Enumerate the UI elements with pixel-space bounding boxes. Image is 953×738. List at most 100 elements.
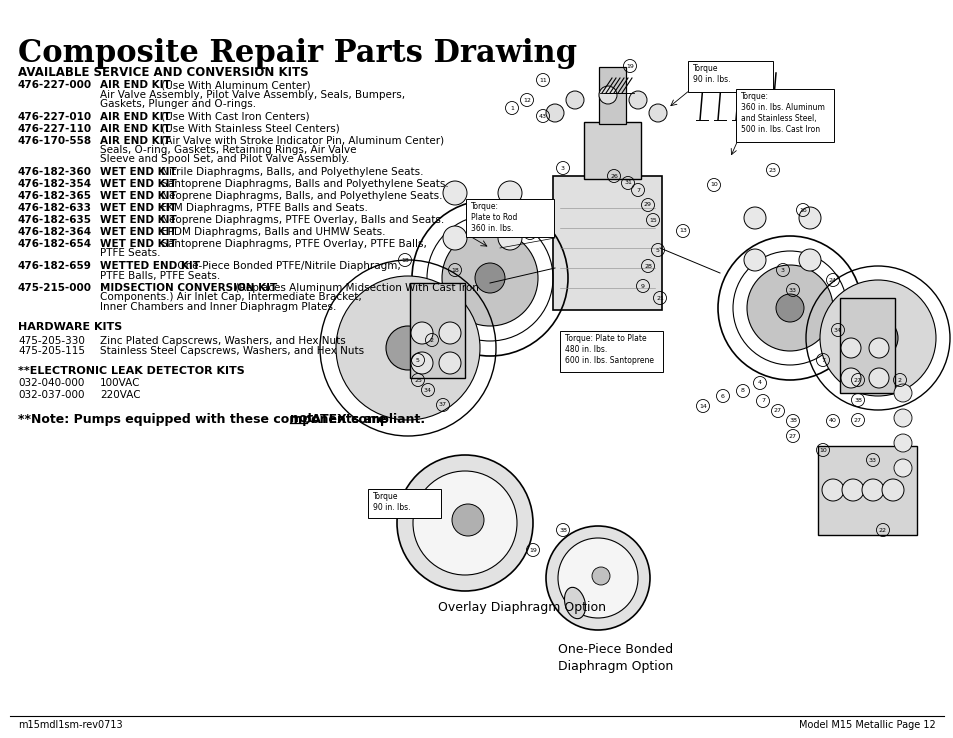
Text: 100VAC: 100VAC — [100, 379, 140, 388]
Text: 476-170-558: 476-170-558 — [18, 136, 92, 145]
Text: 34: 34 — [833, 328, 841, 333]
Text: 3: 3 — [781, 267, 784, 272]
Text: Torque
90 in. lbs.: Torque 90 in. lbs. — [692, 64, 730, 84]
FancyBboxPatch shape — [560, 331, 662, 371]
Circle shape — [396, 455, 533, 591]
Text: Neoprene Diaphragms, PTFE Overlay, Balls and Seats.: Neoprene Diaphragms, PTFE Overlay, Balls… — [158, 215, 444, 225]
Text: 476-182-360: 476-182-360 — [18, 167, 91, 177]
Text: WETTED END KIT: WETTED END KIT — [100, 261, 200, 271]
Text: m15mdl1sm-rev0713: m15mdl1sm-rev0713 — [18, 720, 123, 730]
Text: 032-037-000: 032-037-000 — [18, 390, 85, 399]
Text: 19: 19 — [529, 548, 537, 553]
Text: 15: 15 — [648, 218, 657, 222]
Text: not: not — [290, 413, 313, 426]
Text: **Note: Pumps equipped with these components are: **Note: Pumps equipped with these compon… — [18, 413, 391, 426]
Text: 9: 9 — [640, 283, 644, 289]
Bar — [410, 283, 464, 378]
Text: Torque: Plate to Plate
480 in. lbs.
600 in. lbs. Santoprene: Torque: Plate to Plate 480 in. lbs. 600 … — [564, 334, 654, 365]
Circle shape — [545, 526, 649, 630]
Circle shape — [746, 265, 832, 351]
Text: 27: 27 — [788, 433, 796, 438]
Text: WET END KIT: WET END KIT — [100, 227, 176, 237]
Text: 476-182-365: 476-182-365 — [18, 191, 91, 201]
Circle shape — [335, 276, 479, 420]
Ellipse shape — [564, 587, 585, 618]
Circle shape — [411, 322, 433, 344]
FancyBboxPatch shape — [598, 67, 625, 124]
Text: Stainless Steel Capscrews, Washers, and Hex Nuts: Stainless Steel Capscrews, Washers, and … — [100, 347, 364, 356]
Text: 27: 27 — [853, 418, 862, 422]
Circle shape — [799, 207, 821, 229]
Text: 475-215-000: 475-215-000 — [18, 283, 91, 293]
Text: 476-182-654: 476-182-654 — [18, 239, 92, 249]
Text: WET END KIT: WET END KIT — [100, 239, 176, 249]
Text: AIR END KIT: AIR END KIT — [100, 136, 171, 145]
Text: 476-182-633: 476-182-633 — [18, 203, 91, 213]
Text: 38: 38 — [853, 398, 861, 402]
Circle shape — [592, 567, 609, 585]
Text: 16: 16 — [799, 207, 806, 213]
Text: 12: 12 — [522, 97, 531, 103]
Text: Model M15 Metallic Page 12: Model M15 Metallic Page 12 — [799, 720, 935, 730]
Text: 8: 8 — [740, 388, 744, 393]
Text: 476-227-000: 476-227-000 — [18, 80, 92, 90]
Text: 31: 31 — [623, 181, 631, 185]
Text: FKM Diaphragms, PTFE Balls and Seats.: FKM Diaphragms, PTFE Balls and Seats. — [158, 203, 368, 213]
Circle shape — [893, 409, 911, 427]
Text: Santoprene Diaphragms, Balls and Polyethylene Seats.: Santoprene Diaphragms, Balls and Polyeth… — [158, 179, 449, 189]
Text: 476-182-364: 476-182-364 — [18, 227, 92, 237]
Text: (Replaces Aluminum Midsection With Cast Iron: (Replaces Aluminum Midsection With Cast … — [233, 283, 478, 293]
Circle shape — [841, 368, 861, 388]
Text: 38: 38 — [788, 418, 796, 424]
Text: 27: 27 — [773, 409, 781, 413]
Circle shape — [799, 249, 821, 271]
Text: AIR END KIT: AIR END KIT — [100, 123, 171, 134]
Text: 28: 28 — [643, 263, 651, 269]
Circle shape — [882, 479, 903, 501]
Text: 14: 14 — [699, 404, 706, 409]
Circle shape — [893, 459, 911, 477]
Text: WET END KIT: WET END KIT — [100, 191, 176, 201]
Text: 476-227-110: 476-227-110 — [18, 123, 92, 134]
Text: 7: 7 — [636, 187, 639, 193]
Text: PTFE Seats.: PTFE Seats. — [100, 249, 160, 258]
Text: (Use With Aluminum Center): (Use With Aluminum Center) — [158, 80, 311, 90]
Text: 33: 33 — [788, 288, 796, 292]
Text: 18: 18 — [451, 267, 458, 272]
Text: 2: 2 — [430, 337, 434, 342]
Circle shape — [452, 504, 483, 536]
Circle shape — [893, 434, 911, 452]
FancyBboxPatch shape — [466, 199, 554, 236]
Text: Torque:
Plate to Rod
360 in. lbs.: Torque: Plate to Rod 360 in. lbs. — [471, 202, 517, 233]
Circle shape — [411, 352, 433, 374]
Text: 476-182-659: 476-182-659 — [18, 261, 91, 271]
Circle shape — [743, 207, 765, 229]
Text: 17: 17 — [525, 230, 534, 235]
Text: Nitrile Diaphragms, Balls, and Polyethylene Seats.: Nitrile Diaphragms, Balls, and Polyethyl… — [158, 167, 423, 177]
Text: Gaskets, Plunger and O-rings.: Gaskets, Plunger and O-rings. — [100, 99, 255, 109]
Text: 476-182-354: 476-182-354 — [18, 179, 92, 189]
Bar — [840, 298, 894, 393]
Text: Sleeve and Spool Set, and Pilot Valve Assembly.: Sleeve and Spool Set, and Pilot Valve As… — [100, 154, 349, 165]
Text: 37: 37 — [438, 402, 447, 407]
Text: 18: 18 — [400, 258, 409, 263]
Text: (Air Valve with Stroke Indicator Pin, Aluminum Center): (Air Valve with Stroke Indicator Pin, Al… — [158, 136, 444, 145]
Circle shape — [442, 226, 467, 250]
Text: 5: 5 — [416, 357, 419, 362]
Text: 476-227-010: 476-227-010 — [18, 111, 92, 122]
FancyBboxPatch shape — [368, 489, 441, 517]
Text: 10: 10 — [709, 182, 717, 187]
Text: 475-205-330: 475-205-330 — [18, 336, 85, 345]
FancyBboxPatch shape — [553, 176, 661, 310]
Circle shape — [857, 318, 897, 358]
Text: One-Piece Bonded
Diaphragm Option: One-Piece Bonded Diaphragm Option — [558, 643, 673, 673]
Text: 40: 40 — [828, 418, 836, 424]
Text: 220VAC: 220VAC — [100, 390, 140, 399]
Circle shape — [475, 263, 504, 293]
Text: WET END KIT: WET END KIT — [100, 215, 176, 225]
Circle shape — [821, 479, 843, 501]
Text: 475-205-115: 475-205-115 — [18, 347, 85, 356]
Circle shape — [558, 538, 638, 618]
Circle shape — [438, 352, 460, 374]
Circle shape — [545, 104, 563, 122]
